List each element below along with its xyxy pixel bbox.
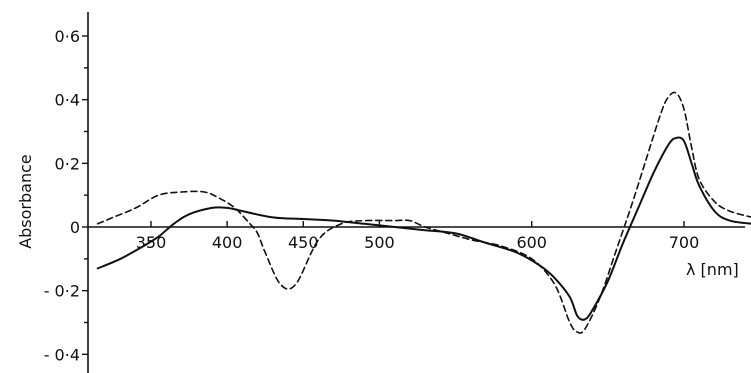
x-tick-label: 400 (212, 233, 243, 252)
series-lines (96, 91, 751, 334)
y-tick-label: - 0·2 (44, 282, 80, 301)
y-axis-label: Absorbance (16, 154, 35, 249)
y-tick-label: 0·4 (55, 91, 80, 110)
dashed-series-line (96, 91, 751, 334)
solid-series-line (96, 136, 751, 321)
y-tick-label: 0·2 (55, 154, 80, 173)
x-tick-label: 600 (516, 233, 547, 252)
y-tick-label: - 0·4 (44, 345, 80, 364)
x-tick-label: 450 (288, 233, 319, 252)
y-ticks: 0·6 0·4 0·2 0 - 0·2 - 0·4 (44, 27, 88, 364)
x-tick-label: 500 (364, 233, 395, 252)
x-axis-label: λ [nm] (686, 260, 739, 279)
y-tick-label: 0 (70, 218, 80, 237)
x-ticks: 350 400 450 500 600 700 (136, 221, 700, 252)
x-tick-label: 700 (669, 233, 700, 252)
y-tick-label: 0·6 (55, 27, 80, 46)
